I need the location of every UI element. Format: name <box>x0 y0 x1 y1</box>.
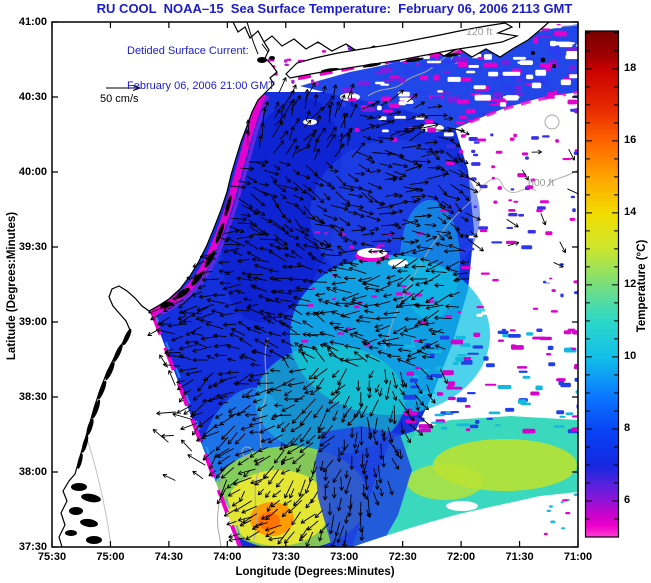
y-tick-label: 39:30 <box>18 241 47 253</box>
plot-border <box>51 21 579 548</box>
y-tick-label: 38:30 <box>18 391 47 403</box>
x-axis-title: Longitude (Degrees:Minutes) <box>235 566 395 578</box>
y-tick-label: 41:00 <box>18 16 47 28</box>
x-tick-label: 74:30 <box>154 551 183 563</box>
colorbar-tick-label: 18 <box>624 62 637 75</box>
x-tick-label: 75:00 <box>96 551 125 563</box>
east-river <box>261 43 269 53</box>
annotation-line1: Detided Surface Current: <box>127 45 249 57</box>
colorbar-tick-label: 10 <box>624 350 637 363</box>
colorbar-tick-label: 16 <box>624 134 637 147</box>
colorbar-tick-label: 6 <box>624 494 631 507</box>
x-tick-label: 73:00 <box>330 551 359 563</box>
axis-ticks <box>51 21 579 548</box>
y-axis-title: Latitude (Degrees:Minutes) <box>6 211 18 361</box>
x-tick-label: 73:30 <box>271 551 300 563</box>
y-tick-label: 38:00 <box>18 466 47 478</box>
annotation-line2: February 06, 2006 21:00 GMT <box>127 79 275 92</box>
y-tick-label: 40:30 <box>18 91 47 103</box>
current-annotation: Detided Surface Current: February 06, 20… <box>127 23 275 115</box>
coastline <box>52 22 556 547</box>
x-tick-label: 72:00 <box>447 551 476 563</box>
scale-arrow-icon <box>106 85 141 91</box>
colorbar-ticks <box>585 32 619 520</box>
colorbar-title: Temperature (°C) <box>636 239 648 333</box>
y-tick-label: 39:00 <box>18 316 47 328</box>
colorbar-border <box>584 30 620 538</box>
x-tick-label: 74:00 <box>213 551 242 563</box>
x-tick-label: 71:00 <box>563 551 593 563</box>
contour-label-120ft: 120 ft <box>466 26 493 38</box>
x-tick-label: 75:30 <box>37 551 67 563</box>
colorbar-tick-label: 12 <box>624 278 637 291</box>
contour-label-600ft: 600 ft <box>528 177 555 189</box>
current-vectors <box>147 77 578 547</box>
scale-arrow-label: 50 cm/s <box>100 93 139 105</box>
colorbar-tick-label: 14 <box>624 206 637 219</box>
hudson-river <box>246 22 259 55</box>
long-island <box>285 22 520 79</box>
colorbar <box>585 31 619 537</box>
y-tick-label: 37:30 <box>18 541 47 553</box>
x-tick-label: 71:30 <box>505 551 534 563</box>
x-tick-label: 72:30 <box>388 551 417 563</box>
colorbar-tick-label: 8 <box>624 422 631 435</box>
barrier-islands <box>65 51 556 544</box>
y-tick-label: 40:00 <box>18 166 47 178</box>
figure-title: RU COOL NOAA–15 Sea Surface Temperature:… <box>96 1 573 16</box>
